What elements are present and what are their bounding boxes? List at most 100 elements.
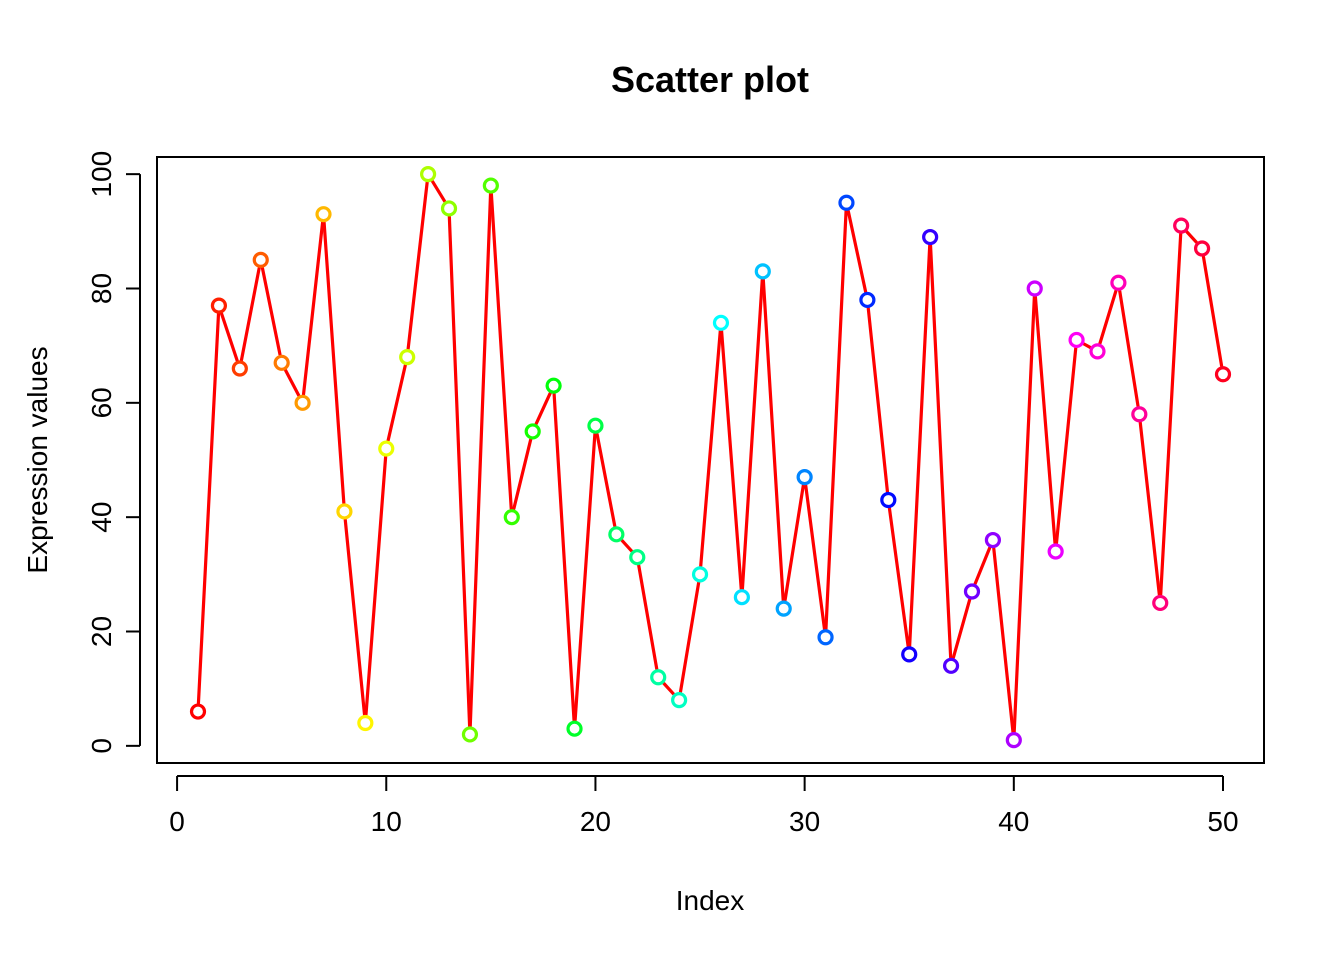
series-line-segment [1012,295,1036,734]
series-line-segment [887,506,910,648]
data-point [440,200,458,217]
series-line-segment [1159,232,1183,597]
data-point [545,377,562,394]
data-point [922,228,939,246]
data-point [796,469,813,486]
series-line-segment [824,209,848,631]
x-tick-label: 50 [1207,806,1238,837]
series-line-segment [343,518,367,717]
chart-title: Scatter plot [611,59,809,100]
data-point [629,549,646,566]
series-line-segment [637,563,659,671]
y-tick-label: 0 [86,738,117,754]
data-point [984,531,1001,549]
x-tick-label: 40 [998,806,1029,837]
data-point [1193,240,1211,257]
series-group [189,166,1232,749]
data-point [1068,331,1085,349]
series-line-segment [992,546,1015,734]
data-point [1131,406,1148,423]
data-point [1047,543,1064,560]
y-axis-label: Expression values [22,346,53,573]
data-point [859,291,876,309]
data-point [1110,274,1127,291]
series-line-segment [846,209,868,294]
data-point [420,166,437,183]
data-point [963,583,981,600]
data-point [461,726,479,743]
data-point [503,509,520,526]
series-line-segment [662,681,675,696]
series-line-segment [973,546,992,586]
data-point [587,417,604,434]
data-point [357,714,374,732]
x-axis-label: Index [676,885,745,916]
data-point [566,720,583,737]
data-point [482,177,499,194]
y-tick-label: 40 [86,502,117,533]
series-line-segment [720,329,743,591]
y-tick-label: 60 [86,387,117,418]
data-point [524,423,541,440]
y-tick-label: 20 [86,616,117,647]
data-point [901,646,918,663]
series-line-segment [552,392,576,722]
data-point [650,669,667,686]
series-line-segment [699,329,722,568]
data-point [378,440,395,457]
x-axis: 0 10 20 30 40 50 [169,775,1239,837]
series-line-segment [1138,421,1161,597]
data-point [712,314,730,331]
data-point [671,692,688,709]
plot-frame [156,156,1265,764]
series-line-segment [1118,289,1140,408]
data-point [754,263,771,280]
series-line-segment [284,368,301,397]
series-line-segment [534,391,552,426]
data-point [273,354,290,371]
data-point [942,657,960,674]
series-line-segment [406,180,429,351]
x-tick-label: 30 [789,806,820,837]
series-line-segment [595,432,617,528]
data-point [1005,732,1022,749]
data-point [775,600,792,617]
y-axis: 0 20 40 60 80 100 [86,151,141,754]
data-point [231,360,248,377]
series-line-segment [1054,346,1078,545]
series-line-segment [761,278,785,602]
data-point [252,251,269,269]
data-point [336,503,353,520]
data-point [1089,343,1106,360]
data-point [880,491,897,509]
data-point [1026,280,1043,297]
series-line-segment [386,363,407,442]
y-tick-label: 80 [86,273,117,304]
series-line-segment [1098,289,1118,345]
data-point [1214,366,1232,383]
data-point [210,297,228,314]
data-point [399,348,416,366]
data-point [189,703,207,720]
series-line-segment [620,538,634,553]
x-tick-label: 0 [169,806,185,837]
series-line-segment [489,192,513,511]
series-line-segment [908,243,932,648]
series-line-segment [951,598,972,660]
series-line-segment [928,243,953,659]
series-line-segment [322,221,346,505]
series-line-segment [301,221,325,396]
series-line-segment [678,581,701,694]
series-line-segment [512,438,533,511]
series-line-segment [196,312,221,705]
series-line-segment [364,455,388,717]
data-point [294,394,311,411]
x-tick-label: 10 [371,806,402,837]
series-line-segment [260,266,282,357]
data-point [1152,594,1169,612]
series-line-segment [740,278,764,591]
series-line-segment [468,192,493,728]
data-point [315,206,332,223]
series-line-segment [866,306,890,494]
